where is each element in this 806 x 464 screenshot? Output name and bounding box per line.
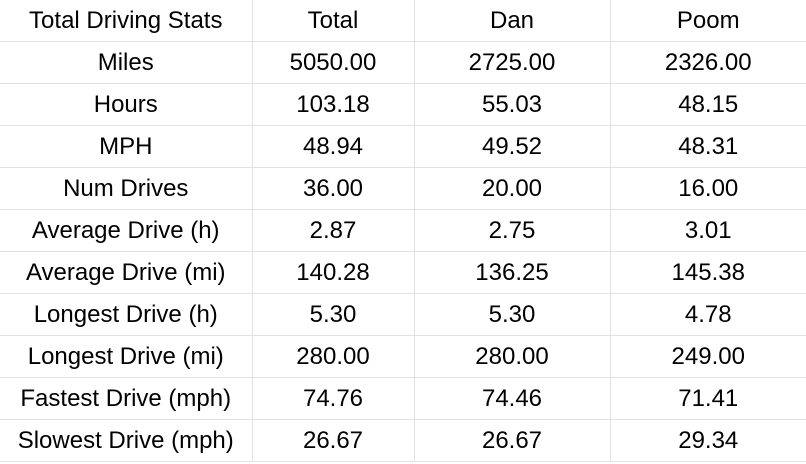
dan-value-cell[interactable]: 20.00 bbox=[413, 167, 611, 210]
dan-value-cell[interactable]: 26.67 bbox=[413, 419, 611, 462]
table-row: Average Drive (h) 2.87 2.75 3.01 bbox=[0, 209, 806, 252]
dan-value-cell[interactable]: 2725.00 bbox=[413, 41, 611, 84]
dan-value-cell[interactable]: 74.46 bbox=[413, 377, 611, 420]
poom-value-cell[interactable]: 3.01 bbox=[609, 209, 806, 252]
poom-value-cell[interactable]: 4.78 bbox=[609, 293, 806, 336]
table-row: MPH 48.94 49.52 48.31 bbox=[0, 125, 806, 168]
poom-value-cell[interactable]: 29.34 bbox=[609, 419, 806, 462]
total-value-cell[interactable]: 26.67 bbox=[251, 419, 415, 462]
row-label-cell[interactable]: Fastest Drive (mph) bbox=[0, 377, 253, 420]
total-value-cell[interactable]: 36.00 bbox=[251, 167, 415, 210]
total-value-cell[interactable]: 5050.00 bbox=[251, 41, 415, 84]
header-cell-stat[interactable]: Total Driving Stats bbox=[0, 0, 253, 42]
poom-value-cell[interactable]: 16.00 bbox=[609, 167, 806, 210]
dan-value-cell[interactable]: 2.75 bbox=[413, 209, 611, 252]
dan-value-cell[interactable]: 55.03 bbox=[413, 83, 611, 126]
table-row: Slowest Drive (mph) 26.67 26.67 29.34 bbox=[0, 419, 806, 462]
total-value-cell[interactable]: 103.18 bbox=[251, 83, 415, 126]
row-label-cell[interactable]: Slowest Drive (mph) bbox=[0, 419, 253, 462]
header-cell-total[interactable]: Total bbox=[251, 0, 415, 42]
total-value-cell[interactable]: 280.00 bbox=[251, 335, 415, 378]
poom-value-cell[interactable]: 48.31 bbox=[609, 125, 806, 168]
total-value-cell[interactable]: 74.76 bbox=[251, 377, 415, 420]
table-row: Average Drive (mi) 140.28 136.25 145.38 bbox=[0, 251, 806, 294]
table-row: Longest Drive (h) 5.30 5.30 4.78 bbox=[0, 293, 806, 336]
header-cell-dan[interactable]: Dan bbox=[413, 0, 611, 42]
table-row: Num Drives 36.00 20.00 16.00 bbox=[0, 167, 806, 210]
poom-value-cell[interactable]: 249.00 bbox=[609, 335, 806, 378]
poom-value-cell[interactable]: 71.41 bbox=[609, 377, 806, 420]
total-value-cell[interactable]: 5.30 bbox=[251, 293, 415, 336]
dan-value-cell[interactable]: 136.25 bbox=[413, 251, 611, 294]
row-label-cell[interactable]: Longest Drive (mi) bbox=[0, 335, 253, 378]
row-label-cell[interactable]: Miles bbox=[0, 41, 253, 84]
row-label-cell[interactable]: MPH bbox=[0, 125, 253, 168]
total-value-cell[interactable]: 140.28 bbox=[251, 251, 415, 294]
dan-value-cell[interactable]: 280.00 bbox=[413, 335, 611, 378]
row-label-cell[interactable]: Average Drive (mi) bbox=[0, 251, 253, 294]
total-value-cell[interactable]: 2.87 bbox=[251, 209, 415, 252]
table-row: Longest Drive (mi) 280.00 280.00 249.00 bbox=[0, 335, 806, 378]
table-row: Hours 103.18 55.03 48.15 bbox=[0, 83, 806, 126]
header-cell-poom[interactable]: Poom bbox=[609, 0, 806, 42]
poom-value-cell[interactable]: 2326.00 bbox=[609, 41, 806, 84]
dan-value-cell[interactable]: 5.30 bbox=[413, 293, 611, 336]
total-value-cell[interactable]: 48.94 bbox=[251, 125, 415, 168]
dan-value-cell[interactable]: 49.52 bbox=[413, 125, 611, 168]
row-label-cell[interactable]: Longest Drive (h) bbox=[0, 293, 253, 336]
row-label-cell[interactable]: Num Drives bbox=[0, 167, 253, 210]
row-label-cell[interactable]: Hours bbox=[0, 83, 253, 126]
poom-value-cell[interactable]: 145.38 bbox=[609, 251, 806, 294]
table-row: Fastest Drive (mph) 74.76 74.46 71.41 bbox=[0, 377, 806, 420]
poom-value-cell[interactable]: 48.15 bbox=[609, 83, 806, 126]
row-label-cell[interactable]: Average Drive (h) bbox=[0, 209, 253, 252]
header-row: Total Driving Stats Total Dan Poom bbox=[0, 0, 806, 42]
table-row: Miles 5050.00 2725.00 2326.00 bbox=[0, 41, 806, 84]
